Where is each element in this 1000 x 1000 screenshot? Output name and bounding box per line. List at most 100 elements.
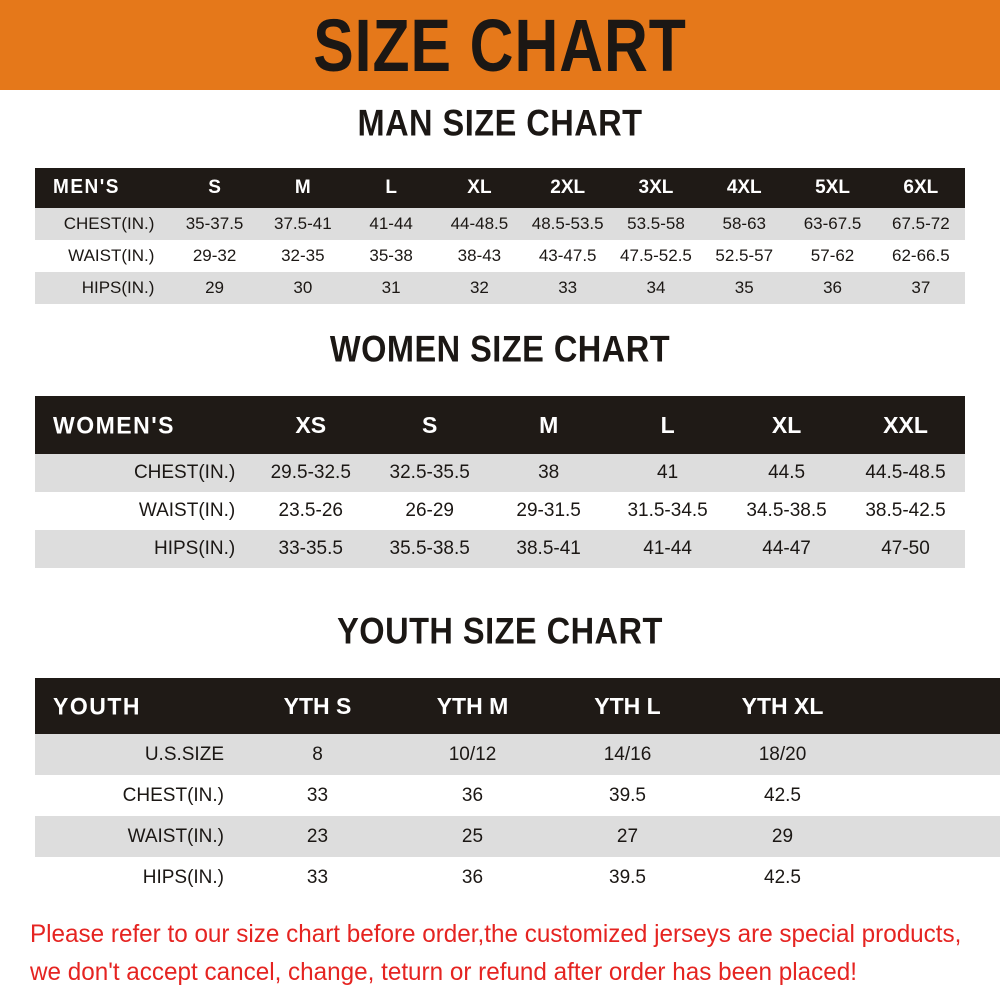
youth-cell: 39.5 (609, 866, 646, 888)
youth-table-body: YOUTH YTH S YTH M YTH L YTH XL U.S.SIZE 8 10/12… (35, 678, 1000, 898)
youth-cell: 23 (306, 825, 329, 847)
youth-cell: 27 (616, 825, 639, 847)
women-cell: 41-44 (643, 538, 692, 559)
women-column-header: XL (771, 411, 802, 438)
men-cell: 32 (469, 278, 489, 297)
men-column-header: 4XL (726, 177, 762, 198)
women-cell: 23.5-26 (278, 500, 343, 521)
men-column-header: M (294, 177, 311, 198)
women-cell: 26-29 (405, 500, 454, 521)
youth-column-header: YTH M (436, 692, 509, 719)
women-cell: 32.5-35.5 (389, 462, 470, 483)
men-cell: 35 (734, 278, 754, 297)
women-cell: 38 (538, 462, 560, 483)
youth-column-header: YTH S (283, 692, 352, 719)
men-row-label: WAIST(IN.) (68, 246, 155, 265)
men-row-label: CHEST(IN.) (63, 214, 155, 233)
youth-cell: 25 (461, 825, 484, 847)
women-cell: 34.5-38.5 (746, 500, 827, 521)
order-notice-line-1: Please refer to our size chart before or… (30, 920, 962, 948)
women-column-header: M (539, 411, 559, 438)
youth-column-header (860, 678, 1000, 734)
men-cell: 35-38 (369, 246, 413, 265)
page-title: SIZE CHART (313, 3, 687, 87)
youth-cell: 36 (461, 784, 484, 806)
youth-cell (860, 734, 1000, 775)
men-column-header: 3XL (638, 177, 674, 198)
youth-cell: 42.5 (764, 866, 801, 888)
men-column-header: 2XL (550, 177, 586, 198)
men-cell: 53.5-58 (627, 214, 685, 233)
men-table-body: MEN'S S M L XL 2XL 3XL 4XL 5XL 6XL CHEST(IN.) 35-37… (35, 168, 965, 304)
women-column-header: XXL (883, 411, 928, 438)
table-row: CHEST(IN.) 29.5-32.5 32.5-35.5 38 41 44.5 44.5… (35, 454, 965, 492)
youth-header-row: YOUTH YTH S YTH M YTH L YTH XL (35, 678, 1000, 734)
men-cell: 35-37.5 (185, 214, 244, 233)
youth-cell: 33 (306, 784, 329, 806)
youth-row-label: HIPS(IN.) (142, 866, 224, 888)
men-cell: 30 (293, 278, 313, 297)
table-row: U.S.SIZE 8 10/12 14/16 18/20 (35, 734, 1000, 775)
youth-section-title: YOUTH SIZE CHART (337, 610, 663, 653)
men-cell: 29 (205, 278, 225, 297)
youth-cell: 14/16 (603, 743, 652, 765)
table-row: HIPS(IN.) 33 36 39.5 42.5 (35, 857, 1000, 898)
men-cell: 32-35 (281, 246, 325, 265)
women-column-header: L (660, 411, 675, 438)
men-cell: 38-43 (457, 246, 502, 265)
women-cell: 44-47 (762, 538, 811, 559)
men-cell: 63-67.5 (803, 214, 862, 233)
women-cell: 31.5-34.5 (627, 500, 708, 521)
men-cell: 58-63 (722, 214, 766, 233)
youth-cell (860, 775, 1000, 816)
men-cell: 62-66.5 (892, 246, 950, 265)
table-row: CHEST(IN.) 33 36 39.5 42.5 (35, 775, 1000, 816)
men-cell: 52.5-57 (715, 246, 774, 265)
table-row: HIPS(IN.) 33-35.5 35.5-38.5 38.5-41 41-44 44-… (35, 530, 965, 568)
men-cell: 41-44 (369, 214, 413, 233)
men-cell: 37 (911, 278, 931, 297)
youth-cell: 36 (461, 866, 484, 888)
women-corner-label: WOMEN'S (53, 410, 176, 439)
men-column-header: L (385, 177, 397, 198)
order-notice: Please refer to our size chart before or… (30, 915, 962, 991)
youth-cell: 42.5 (764, 784, 801, 806)
women-column-header: S (422, 411, 438, 438)
table-row: WAIST(IN.) 23.5-26 26-29 29-31.5 31.5-34.5 34… (35, 492, 965, 530)
table-row: WAIST(IN.) 23 25 27 29 (35, 816, 1000, 857)
women-cell: 29.5-32.5 (270, 462, 351, 483)
men-cell: 37.5-41 (274, 214, 332, 233)
youth-cell: 8 (312, 743, 323, 765)
youth-row-label: CHEST(IN.) (122, 784, 224, 806)
women-cell: 38.5-41 (516, 538, 581, 559)
men-cell: 33 (558, 278, 578, 297)
men-cell: 48.5-53.5 (531, 214, 604, 233)
youth-cell: 39.5 (609, 784, 646, 806)
men-row-label: HIPS(IN.) (81, 278, 155, 297)
banner: SIZE CHART (0, 0, 1000, 90)
men-cell: 43-47.5 (538, 246, 597, 265)
youth-row-label: WAIST(IN.) (127, 825, 224, 847)
women-cell: 29-31.5 (516, 500, 581, 521)
youth-row-label: U.S.SIZE (144, 743, 224, 765)
youth-column-header: YTH XL (741, 692, 824, 719)
men-cell: 47.5-52.5 (620, 246, 692, 265)
youth-cell (860, 857, 1000, 898)
youth-cell (860, 816, 1000, 857)
men-size-table: MEN'S S M L XL 2XL 3XL 4XL 5XL 6XL CHEST(IN.) 35-37… (35, 168, 965, 304)
women-section-title: WOMEN SIZE CHART (329, 328, 671, 371)
men-header-row: MEN'S S M L XL 2XL 3XL 4XL 5XL 6XL (35, 168, 965, 208)
youth-column-header: YTH L (594, 692, 661, 719)
youth-cell: 33 (306, 866, 329, 888)
youth-corner-label: YOUTH (53, 691, 141, 720)
men-cell: 67.5-72 (892, 214, 950, 233)
men-cell: 31 (381, 278, 401, 297)
women-cell: 33-35.5 (278, 538, 343, 559)
men-cell: 44-48.5 (450, 214, 509, 233)
women-cell: 41 (657, 462, 679, 483)
women-size-table: WOMEN'S XS S M L XL XXL CHEST(IN.) 29.5-32.5 32.5… (35, 396, 965, 568)
men-column-header: 6XL (903, 177, 939, 198)
women-header-row: WOMEN'S XS S M L XL XXL (35, 396, 965, 454)
table-row: WAIST(IN.) 29-32 32-35 35-38 38-43 43-47.5 47.… (35, 240, 965, 272)
